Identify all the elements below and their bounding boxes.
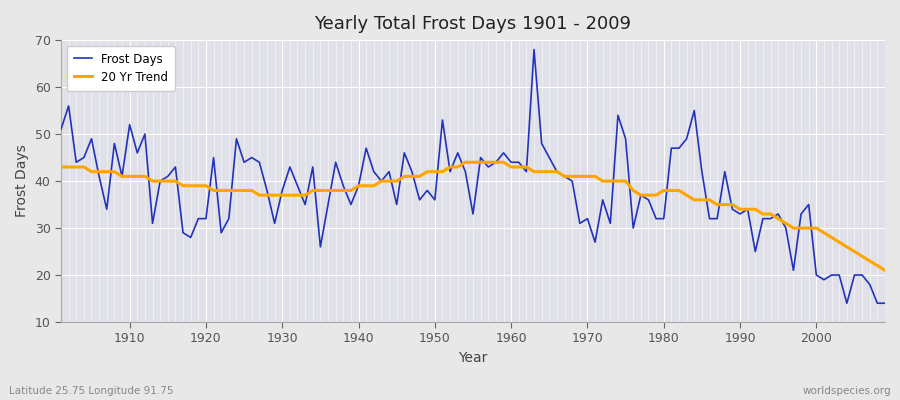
Line: Frost Days: Frost Days (61, 50, 885, 303)
Frost Days (842, 301, 852, 306)
20 Yr Trend (513, 164, 524, 169)
Frost Days (117, 174, 128, 179)
Frost Days (506, 160, 517, 165)
20 Yr Trend (330, 188, 341, 193)
Frost Days (879, 301, 890, 306)
Frost Days (284, 164, 295, 169)
20 Yr Trend (56, 164, 67, 169)
Text: Latitude 25.75 Longitude 91.75: Latitude 25.75 Longitude 91.75 (9, 386, 174, 396)
Y-axis label: Frost Days: Frost Days (15, 145, 29, 218)
Frost Days (330, 160, 341, 165)
20 Yr Trend (117, 174, 128, 179)
Frost Days (498, 150, 508, 155)
Title: Yearly Total Frost Days 1901 - 2009: Yearly Total Frost Days 1901 - 2009 (314, 15, 632, 33)
X-axis label: Year: Year (458, 351, 488, 365)
Frost Days (605, 221, 616, 226)
20 Yr Trend (506, 164, 517, 169)
Text: worldspecies.org: worldspecies.org (803, 386, 891, 396)
Frost Days (56, 127, 67, 132)
20 Yr Trend (284, 193, 295, 198)
Line: 20 Yr Trend: 20 Yr Trend (61, 162, 885, 270)
20 Yr Trend (460, 160, 471, 165)
Frost Days (528, 47, 539, 52)
20 Yr Trend (605, 179, 616, 184)
Legend: Frost Days, 20 Yr Trend: Frost Days, 20 Yr Trend (67, 46, 176, 91)
20 Yr Trend (879, 268, 890, 273)
